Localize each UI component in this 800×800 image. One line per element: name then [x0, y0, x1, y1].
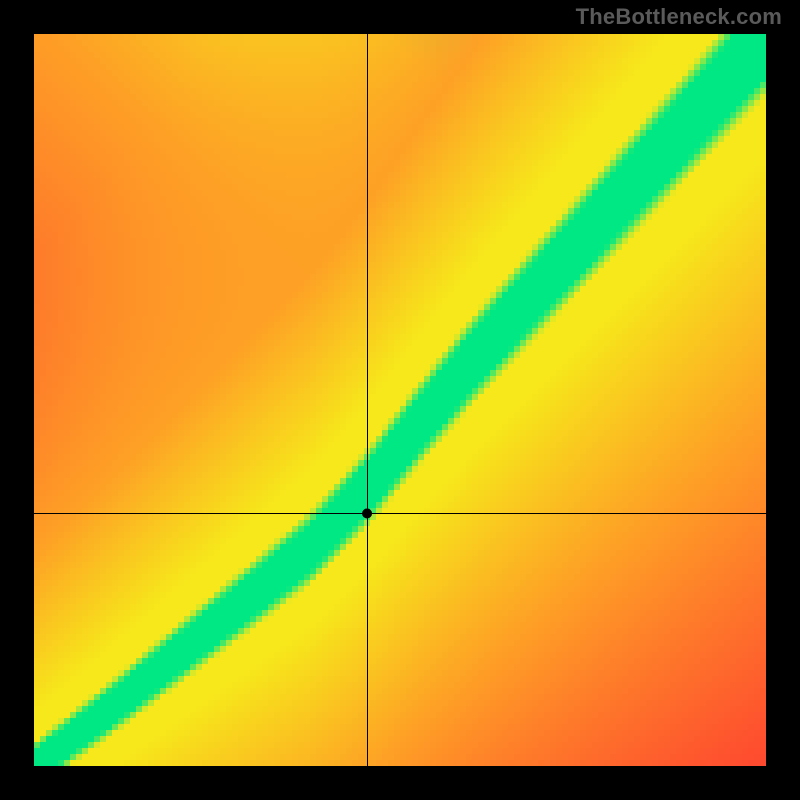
chart-container: TheBottleneck.com: [0, 0, 800, 800]
watermark-text: TheBottleneck.com: [576, 4, 782, 30]
bottleneck-heatmap: [0, 0, 800, 800]
